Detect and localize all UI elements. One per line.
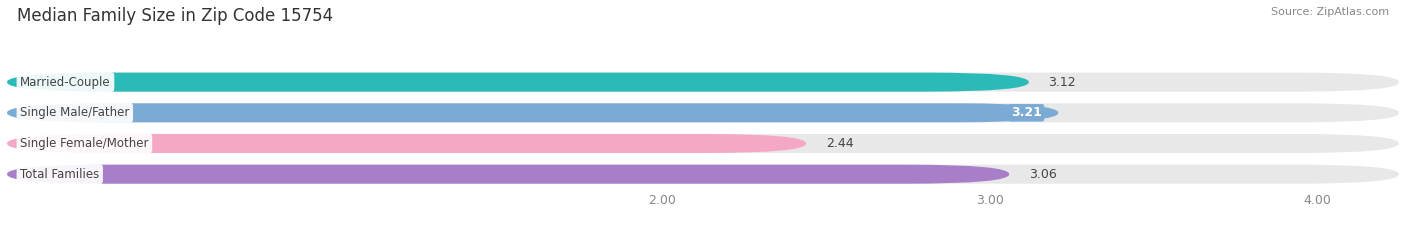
Text: Median Family Size in Zip Code 15754: Median Family Size in Zip Code 15754 (17, 7, 333, 25)
FancyBboxPatch shape (7, 103, 1059, 122)
FancyBboxPatch shape (7, 134, 806, 153)
FancyBboxPatch shape (7, 73, 1399, 92)
Text: 3.21: 3.21 (1011, 106, 1042, 119)
Text: 3.12: 3.12 (1049, 76, 1076, 89)
Text: 3.06: 3.06 (1029, 168, 1057, 181)
Text: Married-Couple: Married-Couple (20, 76, 111, 89)
FancyBboxPatch shape (7, 103, 1399, 122)
Text: Single Female/Mother: Single Female/Mother (20, 137, 149, 150)
Text: Source: ZipAtlas.com: Source: ZipAtlas.com (1271, 7, 1389, 17)
FancyBboxPatch shape (7, 165, 1010, 184)
Text: Single Male/Father: Single Male/Father (20, 106, 129, 119)
FancyBboxPatch shape (7, 165, 1399, 184)
Text: 2.44: 2.44 (825, 137, 853, 150)
FancyBboxPatch shape (7, 134, 1399, 153)
Text: Total Families: Total Families (20, 168, 100, 181)
FancyBboxPatch shape (7, 73, 1029, 92)
